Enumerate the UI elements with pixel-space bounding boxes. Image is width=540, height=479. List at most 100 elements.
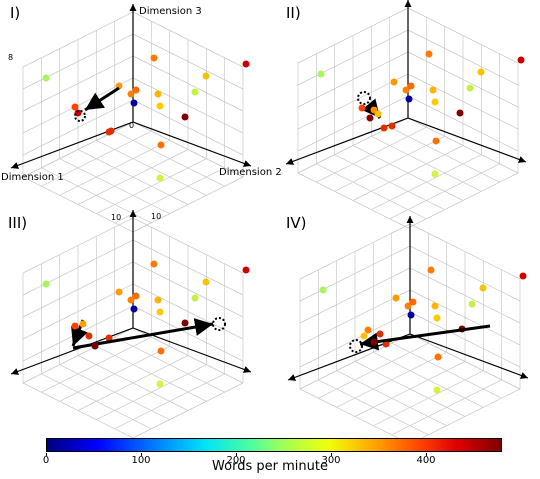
data-point <box>181 319 189 327</box>
data-point <box>157 347 165 355</box>
grid-line <box>132 99 244 156</box>
data-point <box>156 380 164 388</box>
data-point <box>468 300 476 308</box>
grid-line <box>407 7 519 64</box>
axis-dimension-1 <box>285 117 409 165</box>
data-point <box>74 109 82 117</box>
grid-line <box>22 239 134 296</box>
grid-line <box>132 77 244 134</box>
panel-label-4: IV) <box>286 214 307 232</box>
data-point <box>150 54 158 62</box>
grid-line <box>389 163 500 220</box>
grid-line <box>297 95 409 152</box>
grid-line <box>297 172 409 229</box>
data-point <box>115 288 123 296</box>
data-point <box>425 50 433 58</box>
cursor-marker <box>74 110 86 122</box>
colorbar-ticklabel: 100 <box>131 455 151 466</box>
grid-line <box>22 121 134 178</box>
data-point <box>431 170 439 178</box>
data-point <box>427 266 435 274</box>
data-point <box>154 90 162 98</box>
data-point <box>132 292 140 300</box>
panel-label-1: I) <box>10 4 21 22</box>
grid-line <box>299 223 411 280</box>
colorbar-ticklabel: 400 <box>416 455 436 466</box>
colorbar-tick <box>141 453 142 456</box>
grid-line <box>299 267 411 324</box>
grid-line <box>299 333 411 390</box>
data-point <box>431 98 439 106</box>
data-point <box>466 84 474 92</box>
data-point <box>407 311 415 319</box>
data-point <box>479 284 487 292</box>
grid-line <box>391 379 502 436</box>
grid-line <box>132 327 244 384</box>
trajectory-arrow <box>359 324 491 351</box>
data-point <box>404 302 412 310</box>
grid-line <box>409 223 521 280</box>
grid-line <box>132 382 244 439</box>
data-point <box>127 90 135 98</box>
data-point <box>191 294 199 302</box>
data-point <box>132 86 140 94</box>
data-point <box>127 296 135 304</box>
data-point <box>402 86 410 94</box>
data-point <box>434 353 442 361</box>
colorbar-tick <box>46 453 47 456</box>
tick-label: 10 <box>151 212 161 221</box>
data-point <box>317 70 325 78</box>
grid-line <box>409 245 521 302</box>
data-point <box>157 141 165 149</box>
panel-label-2: II) <box>286 4 301 22</box>
tick-label: 0 <box>129 121 134 130</box>
data-point <box>519 272 527 280</box>
data-point <box>409 298 417 306</box>
colorbar-ticklabel: 300 <box>321 455 341 466</box>
grid-line <box>407 172 519 229</box>
colorbar-ticklabel: 0 <box>42 455 50 466</box>
colorbar-title: Words per minute <box>212 459 328 474</box>
data-point <box>150 260 158 268</box>
data-point <box>477 68 485 76</box>
grid-line <box>132 121 244 178</box>
panel-3 <box>10 210 252 439</box>
grid-line <box>407 117 519 174</box>
panel-2 <box>285 0 527 229</box>
data-point <box>42 74 50 82</box>
grid-line <box>22 217 134 274</box>
data-point <box>191 88 199 96</box>
tick-label: 10 <box>111 213 121 222</box>
panel-4 <box>287 216 529 445</box>
colorbar <box>46 438 502 452</box>
data-point <box>181 113 189 121</box>
data-point <box>156 308 164 316</box>
data-point <box>429 86 437 94</box>
grid-line <box>22 382 134 439</box>
axis-dimension-1 <box>10 327 134 375</box>
grid-line <box>132 11 244 68</box>
panel-label-3: III) <box>8 214 28 232</box>
data-point <box>382 340 390 348</box>
cursor-marker <box>349 339 363 353</box>
grid-line <box>22 33 134 90</box>
axis-label-dimension-2: Dimension 2 <box>219 167 282 178</box>
axis-dimension-2 <box>132 121 252 167</box>
grid-line <box>132 55 244 112</box>
data-point <box>130 305 138 313</box>
axis-dimension-2 <box>407 117 527 163</box>
data-point <box>360 332 368 340</box>
grid-line <box>297 29 409 86</box>
grid-line <box>299 311 411 368</box>
grid-line <box>22 327 134 384</box>
grid-line <box>407 73 519 130</box>
data-point <box>407 82 415 90</box>
data-point <box>71 322 79 330</box>
data-point <box>242 266 250 274</box>
data-point <box>376 330 384 338</box>
data-point <box>433 314 441 322</box>
data-point <box>91 342 99 350</box>
data-point <box>156 174 164 182</box>
grid-line <box>409 388 521 445</box>
